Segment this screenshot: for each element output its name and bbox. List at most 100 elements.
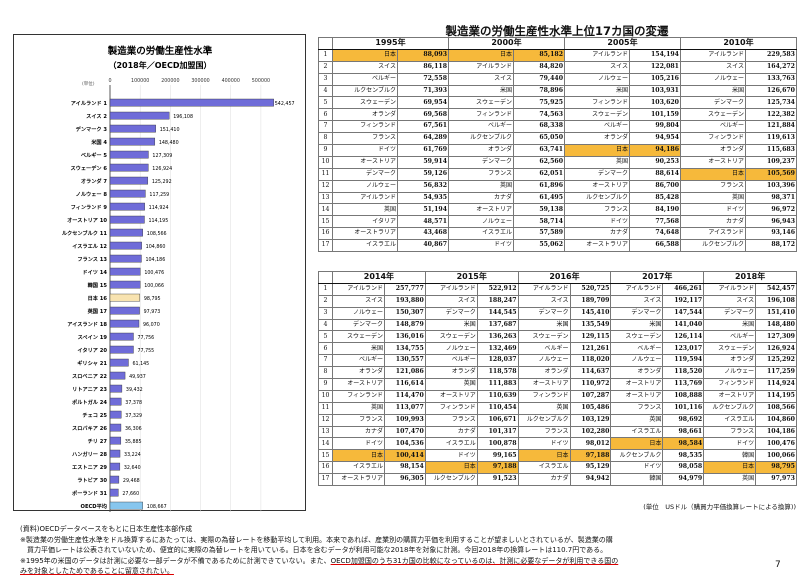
category-label: チェコ 25 [82, 412, 107, 419]
productivity-chart-panel: 製造業の労働生産性水準 （2018年／OECD加盟国） (単位) 0 100000 200… [13, 34, 306, 512]
rank-cell: 8 [318, 132, 333, 146]
table-row: 6 米国 134,755 ノルウェー 132,469 ベルギー 121,261 ベルギー 123… [318, 342, 797, 356]
country-cell: スイス [680, 60, 746, 74]
country-cell: デンマーク [680, 96, 746, 110]
table-row: 8 オランダ 121,086 オランダ 118,578 オランダ 114,637 オランダ 11… [318, 366, 797, 380]
country-cell: ドイツ [564, 215, 630, 229]
country-cell: 日本 [332, 449, 385, 463]
value-cell: 106,671 [476, 413, 519, 427]
value-cell: 100,414 [383, 449, 426, 463]
value-cell: 88,093 [396, 48, 450, 62]
bar [109, 371, 126, 380]
country-cell: フランス [680, 179, 746, 193]
table-row: 4 ルクセンブルク 71,393 米国 78,896 米国 103,931 米国 126,670 [318, 84, 798, 98]
rank-cell: 5 [318, 330, 333, 344]
country-cell: 日本 [332, 48, 398, 62]
country-cell: オランダ [448, 144, 514, 157]
value-label: 98,795 [144, 296, 161, 302]
category-label: ドイツ 14 [82, 269, 107, 276]
value-cell: 86,118 [396, 60, 450, 74]
value-cell: 91,523 [476, 473, 519, 487]
value-cell: 103,931 [628, 84, 682, 98]
country-cell: デンマーク [610, 306, 664, 320]
country-cell: オーストリア [610, 389, 664, 403]
country-cell: オーストリア [564, 179, 630, 193]
country-cell: 英国 [332, 401, 385, 415]
value-label: 126,924 [152, 166, 172, 172]
rank-header [318, 271, 333, 284]
country-cell: 英国 [448, 179, 514, 193]
table-row: 5 スウェーデン 136,016 スウェーデン 136,263 スウェーデン 129,115… [318, 330, 797, 344]
country-cell: アイルランド [610, 282, 664, 296]
ranking-table-1995-2010: 1995年 2000年 2005年 2010年 1 日本 88,093 日本 85,182 アイル… [318, 37, 798, 253]
bar [109, 449, 121, 458]
rank-cell: 13 [318, 191, 333, 205]
value-label: 39,432 [126, 387, 143, 393]
value-cell: 75,925 [512, 96, 566, 110]
table-row: 1 アイルランド 257,777 アイルランド 522,912 アイルランド 520,725… [318, 282, 797, 296]
country-cell: ノルウェー [332, 179, 398, 193]
source-notes: (資料)OECDデータベースをもとに日本生産性本部作成 ※製造業の労働生産性水準… [20, 524, 765, 577]
country-cell: ベルギー [448, 120, 514, 134]
country-cell: デンマーク [448, 155, 514, 169]
country-cell: 日本 [424, 461, 478, 475]
category-label: アイルランド 1 [71, 100, 108, 107]
country-cell: フィンランド [332, 120, 398, 134]
value-cell: 94,954 [628, 132, 682, 146]
value-cell: 104,536 [383, 437, 426, 451]
bar [109, 241, 142, 250]
value-cell: 111,883 [476, 378, 519, 391]
category-label: チリ 27 [88, 438, 108, 445]
value-cell: 54,935 [396, 191, 450, 205]
country-cell: ノルウェー [610, 354, 664, 368]
value-cell: 101,116 [662, 401, 705, 415]
value-cell: 55,062 [512, 239, 566, 253]
bar [109, 215, 145, 224]
value-label: 61,145 [132, 361, 149, 367]
category-label: デンマーク 3 [76, 125, 108, 133]
country-cell: フランス [703, 425, 757, 439]
category-label: ポルトガル 24 [72, 398, 107, 406]
country-cell: アイルランド [448, 60, 514, 74]
value-cell: 145,410 [569, 306, 612, 320]
country-cell: 米国 [332, 342, 385, 356]
value-label: 29,468 [123, 478, 140, 484]
country-cell: カナダ [517, 473, 571, 487]
country-cell: カナダ [564, 227, 630, 241]
x-tick-label: 100000 [131, 78, 149, 84]
value-cell: 137,687 [476, 318, 519, 332]
value-cell: 520,725 [569, 282, 612, 296]
country-cell: スウェーデン [517, 330, 571, 344]
value-cell: 88,172 [744, 239, 798, 253]
category-label: イスラエル 12 [72, 243, 107, 250]
country-cell: スイス [517, 294, 571, 308]
value-cell: 104,186 [755, 425, 797, 439]
value-cell: 61,495 [512, 191, 566, 205]
value-cell: 99,804 [628, 120, 682, 134]
value-label: 32,640 [124, 465, 141, 471]
value-cell: 115,683 [744, 144, 798, 157]
country-cell: カナダ [332, 425, 385, 439]
country-cell: デンマーク [564, 167, 630, 181]
value-cell: 126,924 [755, 342, 797, 356]
country-cell: オーストリア [610, 378, 664, 391]
value-cell: 144,545 [476, 306, 519, 320]
country-cell: 米国 [448, 84, 514, 98]
bar [109, 202, 145, 211]
country-cell: ベルギー [703, 330, 757, 344]
year-header: 2016年 [517, 271, 612, 284]
country-cell: スウェーデン [680, 108, 746, 122]
bar [109, 163, 149, 172]
value-cell: 101,317 [476, 425, 519, 439]
value-cell: 151,410 [755, 306, 797, 320]
year-header: 2017年 [610, 271, 705, 284]
country-cell: デンマーク [332, 167, 398, 181]
category-label: 英国 17 [88, 307, 108, 315]
category-label: スウェーデン 6 [70, 164, 107, 172]
value-cell: 58,714 [512, 215, 566, 229]
country-cell: イスラエル [610, 425, 664, 439]
value-cell: 147,544 [662, 306, 705, 320]
country-cell: スウェーデン [610, 330, 664, 344]
value-cell: 110,639 [476, 389, 519, 403]
country-cell: ベルギー [332, 354, 385, 368]
